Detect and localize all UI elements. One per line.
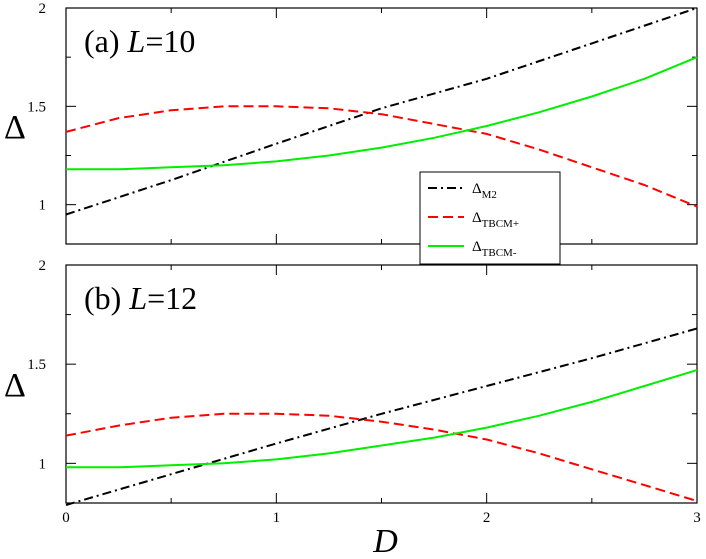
series-line-M2-a (65, 7, 698, 216)
panel-label-b: (b) L=12 (84, 280, 197, 316)
ticks-b: 0 1 2 3 1 1.5 2 (27, 258, 701, 526)
panel-label-value-b: =12 (147, 280, 197, 316)
series-line-TBCM--b (66, 369, 698, 469)
panel-label-value-a: =10 (145, 23, 195, 59)
panel-label-prefix-a: (a) (84, 23, 128, 59)
y-axis-title-b: Δ (4, 367, 26, 404)
y-tick-label: 1.5 (27, 99, 46, 115)
legend-subscript: TBCM+ (482, 218, 519, 230)
x-tick-label: 0 (62, 510, 70, 526)
panel-label-a: (a) L=10 (84, 23, 195, 59)
y-tick-label: 2 (39, 258, 47, 274)
y-tick-label: 1 (39, 198, 47, 214)
series-line-M2-b (65, 327, 698, 506)
legend-entry: ΔM2 (472, 181, 497, 201)
legend-symbol: Δ (472, 239, 482, 255)
legend-subscript: M2 (482, 189, 497, 201)
panel-label-var-b: L (128, 280, 147, 316)
series-line-TBCM+-b (65, 412, 698, 502)
x-axis-title: D (372, 523, 398, 559)
x-tick-label: 1 (273, 510, 281, 526)
panel-b: 0 1 2 3 1 1.5 2 Δ D (b) L=12 (4, 258, 701, 559)
legend-symbol: Δ (472, 181, 482, 197)
x-tick-label: 3 (693, 510, 701, 526)
y-axis-title-a: Δ (4, 109, 26, 146)
panel-label-var-a: L (127, 23, 146, 59)
y-tick-label: 1.5 (27, 357, 46, 373)
panel-a: 1 1.5 2 Δ (a) L=10 (4, 1, 698, 245)
legend-entry: ΔTBCM+ (472, 210, 519, 230)
y-tick-label: 2 (39, 1, 47, 17)
series-a (65, 7, 698, 216)
series-line-TBCM+-a (65, 105, 698, 208)
x-tick-label: 2 (483, 510, 491, 526)
legend-symbol: Δ (472, 210, 482, 226)
y-tick-label: 1 (39, 456, 47, 472)
series-line-TBCM--a (66, 56, 698, 171)
panel-label-prefix-b: (b) (84, 280, 129, 316)
legend-subscript: TBCM- (482, 247, 517, 259)
series-b (65, 327, 698, 506)
legend-entry: ΔTBCM- (472, 239, 517, 259)
